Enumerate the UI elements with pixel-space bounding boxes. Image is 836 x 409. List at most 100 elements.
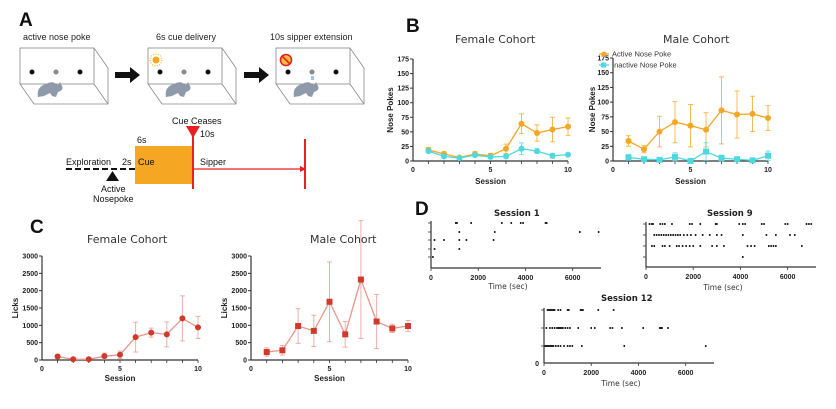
raster-event bbox=[577, 327, 580, 329]
raster-event bbox=[563, 345, 565, 347]
data-point bbox=[687, 122, 694, 129]
data-point bbox=[765, 152, 771, 159]
y-tick-label: 100 bbox=[597, 100, 609, 107]
raster-event bbox=[549, 345, 551, 347]
raster-event bbox=[685, 245, 687, 247]
y-tick-label: 150 bbox=[597, 70, 609, 77]
raster-event bbox=[556, 327, 558, 329]
data-point bbox=[179, 315, 186, 322]
data-point bbox=[263, 349, 270, 356]
data-point bbox=[389, 325, 396, 332]
y-tick-label: 50 bbox=[601, 129, 609, 136]
data-point bbox=[503, 153, 509, 160]
series-line-0 bbox=[266, 277, 409, 353]
x-axis-title: Session bbox=[314, 374, 345, 383]
x-tick-label: 10 bbox=[194, 366, 202, 373]
raster-event bbox=[742, 234, 744, 236]
raster-event bbox=[648, 223, 651, 225]
raster-event bbox=[664, 223, 666, 225]
raster-event bbox=[566, 327, 569, 329]
x-tick-label: 10 bbox=[564, 167, 572, 174]
y-tick-label: 2000 bbox=[22, 288, 38, 295]
raster-event bbox=[688, 245, 691, 247]
cue-block bbox=[135, 146, 193, 184]
raster-event bbox=[549, 327, 551, 329]
raster-event bbox=[593, 327, 596, 329]
label-10s: 10s bbox=[200, 129, 215, 139]
raster-event bbox=[679, 234, 682, 236]
nose-poke-hole-center bbox=[53, 69, 59, 75]
raster-event bbox=[674, 234, 677, 236]
chart-D-session9: 0 2000 4000 6000 Time (sec) bbox=[643, 222, 816, 292]
x-tick-label: 0 bbox=[611, 167, 615, 174]
y-tick-label: 75 bbox=[601, 114, 609, 121]
raster-event bbox=[454, 222, 457, 224]
x-axis-title: Session bbox=[475, 177, 506, 186]
raster-event bbox=[580, 309, 583, 311]
data-point bbox=[734, 111, 740, 118]
mouse-icon bbox=[293, 82, 319, 97]
panel-letter-c: C bbox=[30, 217, 44, 238]
raster-event bbox=[660, 234, 663, 236]
raster-event bbox=[546, 309, 549, 311]
raster-event bbox=[658, 327, 661, 329]
raster-event bbox=[786, 223, 789, 225]
arrow-right-icon bbox=[244, 67, 269, 83]
x-axis-title: Time (sec) bbox=[600, 379, 640, 388]
data-point bbox=[518, 120, 525, 127]
data-point bbox=[456, 155, 463, 162]
raster-event bbox=[458, 231, 461, 233]
raster-event bbox=[621, 327, 623, 329]
raster-event bbox=[668, 245, 671, 247]
data-point bbox=[641, 146, 647, 153]
raster-event bbox=[578, 231, 581, 233]
raster-event bbox=[692, 245, 695, 247]
series-line-0 bbox=[428, 122, 569, 159]
panel-letter-b: B bbox=[406, 16, 420, 37]
raster-event bbox=[675, 245, 678, 247]
raster-event bbox=[555, 345, 557, 347]
data-point bbox=[565, 123, 571, 130]
raster-event bbox=[546, 345, 549, 347]
raster-event bbox=[544, 222, 547, 224]
raster-event bbox=[566, 345, 569, 347]
raster-event bbox=[560, 327, 563, 329]
y-tick-label: 1000 bbox=[22, 323, 38, 330]
data-point bbox=[765, 115, 771, 122]
chamber-box-2 bbox=[147, 47, 237, 105]
raster-event bbox=[760, 223, 763, 225]
legend-marker bbox=[601, 62, 606, 68]
raster-event bbox=[569, 327, 571, 329]
x-tick-label: 5 bbox=[118, 366, 122, 373]
raster-event bbox=[566, 309, 569, 311]
data-point bbox=[70, 356, 77, 363]
raster-event bbox=[681, 245, 684, 247]
x-axis-title: Session bbox=[105, 374, 136, 383]
raster-event bbox=[545, 222, 548, 224]
raster-event bbox=[559, 327, 562, 329]
raster-event bbox=[678, 245, 680, 247]
raster-event bbox=[582, 309, 584, 311]
data-point bbox=[472, 152, 478, 159]
y-tick-label: 175 bbox=[597, 56, 609, 63]
panel-letter-a: A bbox=[19, 10, 33, 31]
raster-event bbox=[770, 245, 772, 247]
y-tick-label: 3000 bbox=[231, 254, 247, 261]
data-point bbox=[310, 327, 317, 334]
raster-event bbox=[711, 245, 713, 247]
nose-poke-hole-right bbox=[77, 69, 83, 75]
y-tick-label: 500 bbox=[26, 340, 38, 347]
raster-event bbox=[793, 234, 796, 236]
x-tick-label: 4000 bbox=[733, 274, 749, 281]
data-point bbox=[373, 318, 380, 325]
data-point bbox=[101, 353, 108, 360]
raster-event bbox=[597, 309, 600, 311]
data-point bbox=[487, 153, 494, 160]
raster-event bbox=[562, 327, 564, 329]
raster-event bbox=[701, 234, 704, 236]
raster-event bbox=[669, 234, 672, 236]
label-sipper: Sipper bbox=[200, 157, 226, 167]
raster-event bbox=[661, 245, 664, 247]
chart-title-c-female: Female Cohort bbox=[87, 233, 168, 246]
